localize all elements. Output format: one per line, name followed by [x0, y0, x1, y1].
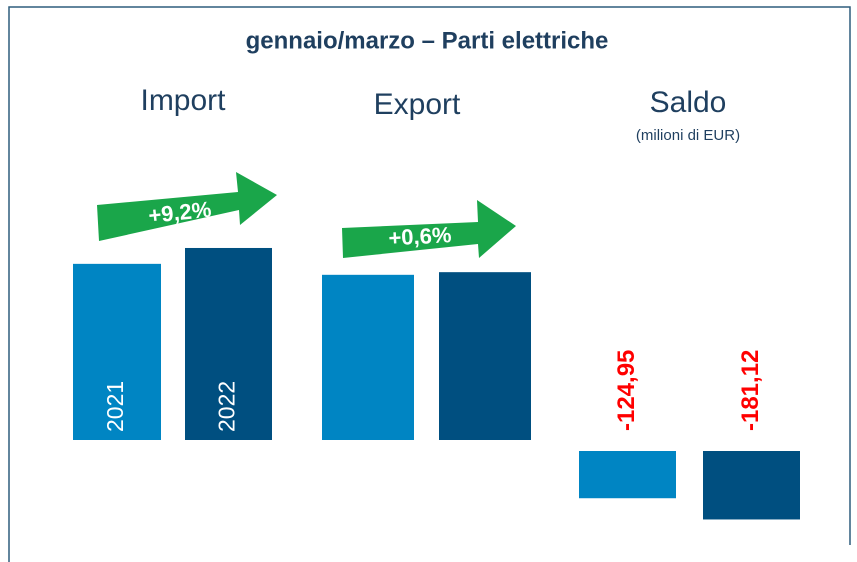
- growth-arrow: [342, 200, 516, 258]
- panel-subtitle: (milioni di EUR): [636, 127, 740, 144]
- value-label: -124,95: [613, 350, 640, 431]
- frame: [8, 6, 851, 562]
- bar: [73, 263, 161, 440]
- bar: [185, 247, 272, 440]
- bar: [322, 274, 414, 440]
- bar: [703, 451, 800, 520]
- year-label: 2022: [214, 381, 240, 432]
- value-label: -181,12: [737, 350, 764, 431]
- panel-title: Saldo: [650, 86, 727, 119]
- growth-label: +9,2%: [147, 197, 212, 228]
- panel-title: Import: [140, 84, 226, 117]
- bar: [579, 451, 676, 499]
- bar: [439, 272, 531, 440]
- panel-title: Export: [374, 88, 461, 121]
- year-label: 2021: [102, 381, 128, 432]
- main-title: gennaio/marzo – Parti elettriche: [246, 27, 609, 54]
- growth-label: +0,6%: [388, 222, 452, 250]
- growth-arrow: [97, 172, 277, 241]
